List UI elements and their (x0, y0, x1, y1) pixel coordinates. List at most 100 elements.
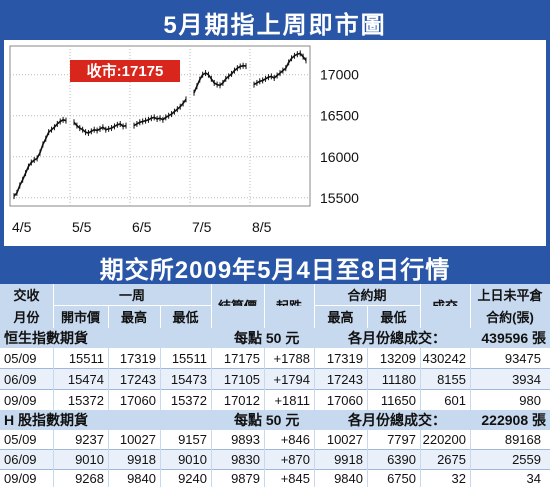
cell-open: 9237 (75, 432, 104, 447)
close-callout: 收市:17175 (70, 60, 180, 82)
x-axis-ticks: 4/5 5/5 6/5 7/5 8/5 (12, 219, 272, 235)
cell-volume: 2675 (437, 452, 466, 467)
y-tick-label: 16000 (320, 149, 359, 165)
cell-oi: 3934 (512, 371, 541, 387)
cell-change: +846 (280, 432, 310, 447)
cell-open: 15511 (68, 350, 104, 366)
x-tick-label: 7/5 (192, 219, 212, 235)
price-series (13, 50, 307, 200)
section-hsi-point-value: 每點 50 元 (234, 330, 300, 346)
header-oi-top: 上日未平倉 (477, 287, 543, 303)
table-row: 09/09 15372 17060 15372 17012 +1811 1706… (0, 390, 550, 410)
cell-oi: 2559 (512, 452, 541, 467)
cell-month: 09/09 (4, 392, 37, 408)
cell-change: +1788 (273, 350, 310, 366)
cell-oi: 34 (526, 471, 541, 486)
y-tick-label: 15500 (320, 190, 359, 206)
y-axis-ticks: 17000 16500 16000 15500 (320, 67, 359, 206)
header-high: 最高 (120, 309, 147, 325)
cell-high: 17060 (119, 392, 156, 408)
cell-open: 15474 (67, 371, 104, 387)
series-segment-6/5 (133, 98, 187, 127)
cell-cp-high: 10027 (326, 432, 363, 447)
x-tick-label: 6/5 (132, 219, 152, 235)
section-hsi-name: 恒生指數期貨 (4, 330, 88, 346)
table-title: 期交所2009年5月4日至8日行情 (99, 256, 451, 284)
cell-settle: 9830 (231, 452, 260, 467)
cell-volume: 8155 (437, 371, 466, 387)
cell-oi: 89168 (504, 432, 541, 447)
section-hshares-name: H 股指數期貨 (4, 412, 88, 428)
header-oi-bottom: 合約(張) (486, 309, 534, 325)
header-low: 最低 (172, 309, 199, 325)
cell-settle: 9893 (231, 432, 260, 447)
cell-change: +870 (280, 452, 310, 467)
table-row: 09/09 9268 9840 9240 9879 +845 9840 6750… (0, 470, 550, 487)
close-callout-text: 收市:17175 (87, 62, 164, 80)
cell-month: 05/09 (4, 350, 37, 366)
cell-open: 9268 (75, 471, 104, 486)
chart-title-bar: 5月期指上周即市圖 (4, 4, 546, 40)
cell-month: 05/09 (4, 432, 37, 447)
header-cp-high: 最高 (327, 309, 354, 325)
cell-oi: 980 (519, 392, 541, 408)
cell-cp-high: 17243 (326, 371, 363, 387)
header-month-top: 交收 (13, 287, 40, 303)
cell-settle: 9879 (231, 471, 260, 486)
header-open: 開市價 (60, 309, 100, 325)
section-hshares-total-value: 222908 張 (481, 412, 546, 428)
cell-cp-low: 13209 (379, 350, 416, 366)
cell-change: +1811 (274, 392, 310, 408)
x-tick-label: 5/5 (72, 219, 92, 235)
header-cp-low: 最低 (380, 309, 407, 325)
header-row-top: 交收 一周 結算價 起跌 合約期 成交 上日未平倉 (0, 284, 550, 314)
cell-cp-high: 17319 (326, 350, 363, 366)
series-segment-8/5 (253, 52, 307, 86)
section-hshares-total-label: 各月份總成交： (348, 412, 446, 428)
chart-title: 5月期指上周即市圖 (163, 11, 387, 39)
cell-volume: 601 (444, 392, 466, 408)
table-row: 05/09 9237 10027 9157 9893 +846 10027 77… (0, 430, 550, 449)
table-panel: 期交所2009年5月4日至8日行情 交收 一周 結算價 起跌 合約期 成交 上日… (0, 250, 550, 487)
cell-month: 06/09 (4, 452, 37, 467)
y-tick-label: 16500 (320, 108, 359, 124)
plot-frame (9, 45, 311, 207)
section-hshares: H 股指數期貨 每點 50 元 各月份總成交： 222908 張 (0, 410, 550, 430)
table-row: 05/09 15511 17319 15511 17175 +1788 1731… (0, 348, 550, 368)
intraday-chart: 17000 16500 16000 15500 4/5 5/5 6/5 7/5 8/5 收市:… (9, 45, 359, 235)
chart-area: 17000 16500 16000 15500 4/5 5/5 6/5 7/5 8/5 收市:… (4, 40, 546, 246)
section-hsi-total-value: 439596 張 (481, 330, 546, 346)
cell-low: 15473 (170, 371, 207, 387)
header-row-bottom: 月份 開市價 最高 最低 最高 最低 合約(張) (0, 306, 550, 328)
cell-volume: 32 (451, 471, 466, 486)
table-row: 06/09 9010 9918 9010 9830 +870 9918 6390… (0, 450, 550, 469)
cell-high: 17243 (119, 371, 156, 387)
x-tick-label: 8/5 (252, 219, 272, 235)
cell-cp-high: 9840 (334, 471, 363, 486)
cell-cp-low: 6750 (387, 471, 416, 486)
cell-month: 09/09 (4, 471, 37, 486)
header-contract-period: 合約期 (347, 287, 387, 303)
cell-cp-high: 9918 (334, 452, 363, 467)
cell-cp-low: 6390 (387, 452, 416, 467)
cell-settle: 17012 (223, 392, 260, 408)
cell-volume: 430242 (422, 350, 466, 366)
cell-high: 10027 (119, 432, 156, 447)
cell-low: 9240 (178, 471, 207, 486)
cell-cp-low: 11650 (380, 392, 416, 408)
cell-low: 9157 (178, 432, 207, 447)
cell-low: 15372 (170, 392, 207, 408)
cell-high: 9918 (127, 452, 156, 467)
cell-change: +845 (280, 471, 310, 486)
cell-settle: 17105 (223, 371, 260, 387)
header-month-bottom: 月份 (13, 309, 40, 325)
header-week: 一周 (118, 287, 145, 303)
cell-volume: 220200 (422, 432, 466, 447)
cell-high: 9840 (127, 471, 156, 486)
cell-low: 15511 (171, 350, 207, 366)
close-callout-box (70, 60, 180, 82)
y-tick-label: 17000 (320, 67, 359, 83)
cell-cp-low: 11180 (381, 371, 416, 387)
section-hsi-total-label: 各月份總成交： (348, 330, 446, 346)
cell-month: 06/09 (4, 371, 37, 387)
